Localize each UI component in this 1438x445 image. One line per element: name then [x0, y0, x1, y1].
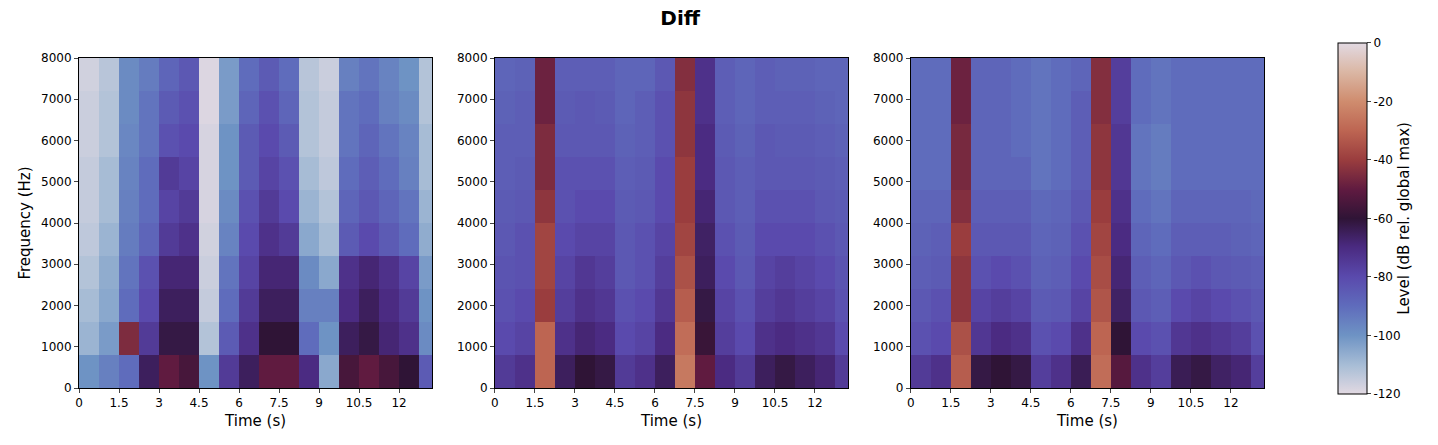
svg-text:9: 9	[1147, 396, 1155, 410]
svg-text:-120: -120	[1373, 387, 1400, 401]
svg-text:4.5: 4.5	[189, 396, 208, 410]
svg-text:6000: 6000	[457, 134, 488, 148]
svg-text:12: 12	[1223, 396, 1238, 410]
svg-text:0: 0	[75, 396, 83, 410]
svg-text:Diff: Diff	[660, 6, 700, 30]
svg-text:4000: 4000	[457, 216, 488, 230]
svg-text:0: 0	[896, 381, 904, 395]
svg-text:1.5: 1.5	[525, 396, 544, 410]
svg-text:5000: 5000	[41, 175, 72, 189]
svg-text:2000: 2000	[457, 299, 488, 313]
svg-text:4000: 4000	[873, 216, 904, 230]
svg-text:3000: 3000	[41, 257, 72, 271]
svg-text:4.5: 4.5	[605, 396, 624, 410]
svg-text:5000: 5000	[873, 175, 904, 189]
svg-text:-40: -40	[1373, 153, 1393, 167]
svg-text:6000: 6000	[873, 134, 904, 148]
svg-text:8000: 8000	[41, 51, 72, 65]
svg-text:Frequency (Hz): Frequency (Hz)	[16, 166, 34, 279]
svg-text:6: 6	[651, 396, 659, 410]
svg-text:7.5: 7.5	[1101, 396, 1120, 410]
svg-text:10.5: 10.5	[346, 396, 373, 410]
svg-text:0: 0	[480, 381, 488, 395]
svg-text:3: 3	[987, 396, 995, 410]
svg-text:3000: 3000	[873, 257, 904, 271]
svg-text:-100: -100	[1373, 329, 1400, 343]
svg-text:0: 0	[491, 396, 499, 410]
svg-text:Time (s): Time (s)	[224, 412, 286, 430]
svg-text:Time (s): Time (s)	[640, 412, 702, 430]
svg-text:3000: 3000	[457, 257, 488, 271]
svg-text:3: 3	[155, 396, 163, 410]
svg-text:10.5: 10.5	[1178, 396, 1205, 410]
svg-text:9: 9	[315, 396, 323, 410]
svg-text:12: 12	[391, 396, 406, 410]
svg-text:10.5: 10.5	[762, 396, 789, 410]
svg-text:0: 0	[64, 381, 72, 395]
svg-text:1000: 1000	[873, 340, 904, 354]
svg-text:7000: 7000	[41, 92, 72, 106]
svg-text:5000: 5000	[457, 175, 488, 189]
svg-text:0: 0	[907, 396, 915, 410]
svg-text:1000: 1000	[41, 340, 72, 354]
svg-text:2000: 2000	[41, 299, 72, 313]
svg-text:-20: -20	[1373, 95, 1393, 109]
svg-text:Level (dB rel. global max): Level (dB rel. global max)	[1395, 122, 1413, 315]
svg-text:6: 6	[1067, 396, 1075, 410]
svg-text:3: 3	[571, 396, 579, 410]
svg-text:7000: 7000	[457, 92, 488, 106]
svg-text:Time (s): Time (s)	[1056, 412, 1118, 430]
svg-text:-60: -60	[1373, 212, 1393, 226]
svg-text:4000: 4000	[41, 216, 72, 230]
svg-text:1.5: 1.5	[941, 396, 960, 410]
svg-text:2000: 2000	[873, 299, 904, 313]
svg-text:1000: 1000	[457, 340, 488, 354]
svg-text:12: 12	[807, 396, 822, 410]
svg-text:6000: 6000	[41, 134, 72, 148]
svg-text:8000: 8000	[873, 51, 904, 65]
svg-text:8000: 8000	[457, 51, 488, 65]
svg-text:-80: -80	[1373, 270, 1393, 284]
svg-text:7.5: 7.5	[685, 396, 704, 410]
svg-text:6: 6	[235, 396, 243, 410]
svg-text:7000: 7000	[873, 92, 904, 106]
svg-text:9: 9	[731, 396, 739, 410]
svg-text:0: 0	[1373, 36, 1381, 50]
svg-text:1.5: 1.5	[109, 396, 128, 410]
svg-text:4.5: 4.5	[1021, 396, 1040, 410]
svg-text:7.5: 7.5	[269, 396, 288, 410]
